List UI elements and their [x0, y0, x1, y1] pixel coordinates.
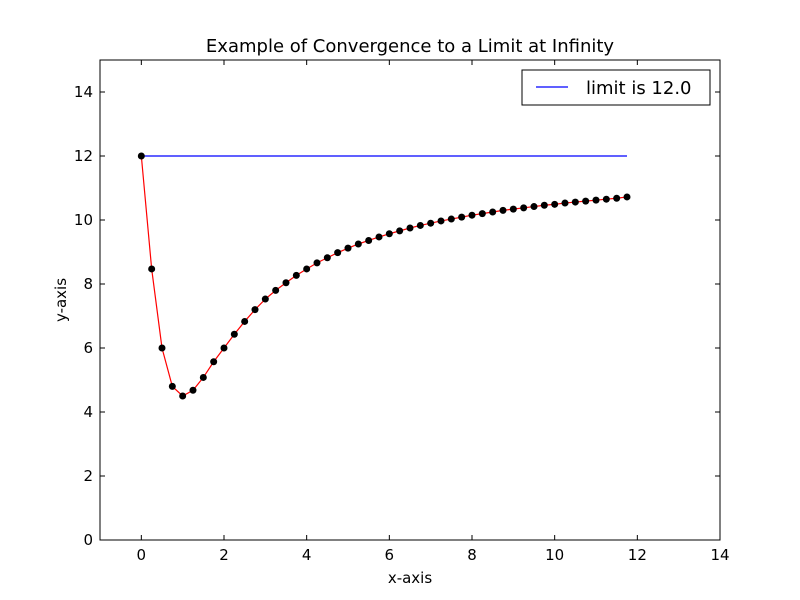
- x-axis-label: x-axis: [388, 569, 433, 587]
- y-tick-label: 12: [74, 147, 93, 165]
- data-point: [251, 306, 259, 314]
- y-tick-label: 6: [83, 339, 93, 357]
- axes-frame: [99, 59, 721, 541]
- data-point: [137, 152, 145, 160]
- data-point: [623, 193, 631, 201]
- data-point: [303, 265, 311, 273]
- axis-ticks: 0 2 4 6 8 10 12 14 0 2 4 6 8 10 12 14: [74, 60, 730, 564]
- x-tick-label: 2: [219, 546, 229, 564]
- y-tick-label: 2: [83, 467, 93, 485]
- legend-entry-label: limit is 12.0: [586, 78, 692, 99]
- x-tick-label: 6: [385, 546, 395, 564]
- data-point: [241, 317, 249, 325]
- data-point: [385, 230, 393, 238]
- data-point: [344, 244, 352, 252]
- data-point: [437, 217, 445, 225]
- data-point: [561, 199, 569, 207]
- data-point: [210, 358, 218, 366]
- data-point: [468, 211, 476, 219]
- data-point: [230, 330, 238, 338]
- data-point: [602, 195, 610, 203]
- legend: limit is 12.0: [521, 69, 711, 106]
- data-point: [613, 194, 621, 202]
- y-tick-label: 4: [83, 403, 93, 421]
- data-point: [199, 373, 207, 381]
- data-point: [292, 271, 300, 279]
- x-tick-label: 0: [137, 546, 147, 564]
- data-point: [489, 208, 497, 216]
- data-point: [220, 344, 228, 352]
- data-point: [551, 200, 559, 208]
- data-point: [323, 254, 331, 262]
- data-point: [582, 197, 590, 205]
- data-point: [158, 344, 166, 352]
- data-point: [334, 249, 342, 257]
- y-axis-label: y-axis: [52, 278, 70, 322]
- data-point: [168, 382, 176, 390]
- data-point: [530, 203, 538, 211]
- data-point: [499, 206, 507, 214]
- data-point: [375, 233, 383, 241]
- data-point: [282, 279, 290, 287]
- y-tick-label: 8: [83, 275, 93, 293]
- data-point: [520, 204, 528, 212]
- data-point: [365, 236, 373, 244]
- data-point: [540, 201, 548, 209]
- data-point: [354, 240, 362, 248]
- data-point: [447, 215, 455, 223]
- x-tick-label: 10: [545, 546, 564, 564]
- data-point: [509, 205, 517, 213]
- data-point: [313, 259, 321, 267]
- x-tick-label: 14: [710, 546, 729, 564]
- plot-area: [137, 152, 631, 400]
- data-point: [571, 198, 579, 206]
- data-point: [148, 265, 156, 273]
- data-point: [179, 392, 187, 400]
- chart-title: Example of Convergence to a Limit at Inf…: [206, 36, 615, 57]
- data-point: [592, 196, 600, 204]
- data-point: [427, 219, 435, 227]
- x-tick-label: 4: [302, 546, 312, 564]
- data-point: [189, 386, 197, 394]
- y-tick-label: 10: [74, 211, 93, 229]
- data-point: [406, 224, 414, 232]
- y-tick-label: 14: [74, 83, 93, 101]
- y-tick-label: 0: [83, 531, 93, 549]
- data-point: [458, 213, 466, 221]
- data-point: [416, 221, 424, 229]
- data-point: [261, 295, 269, 303]
- data-point: [272, 286, 280, 294]
- data-point: [396, 227, 404, 235]
- data-point: [478, 210, 486, 218]
- x-tick-label: 8: [467, 546, 477, 564]
- x-tick-label: 12: [628, 546, 647, 564]
